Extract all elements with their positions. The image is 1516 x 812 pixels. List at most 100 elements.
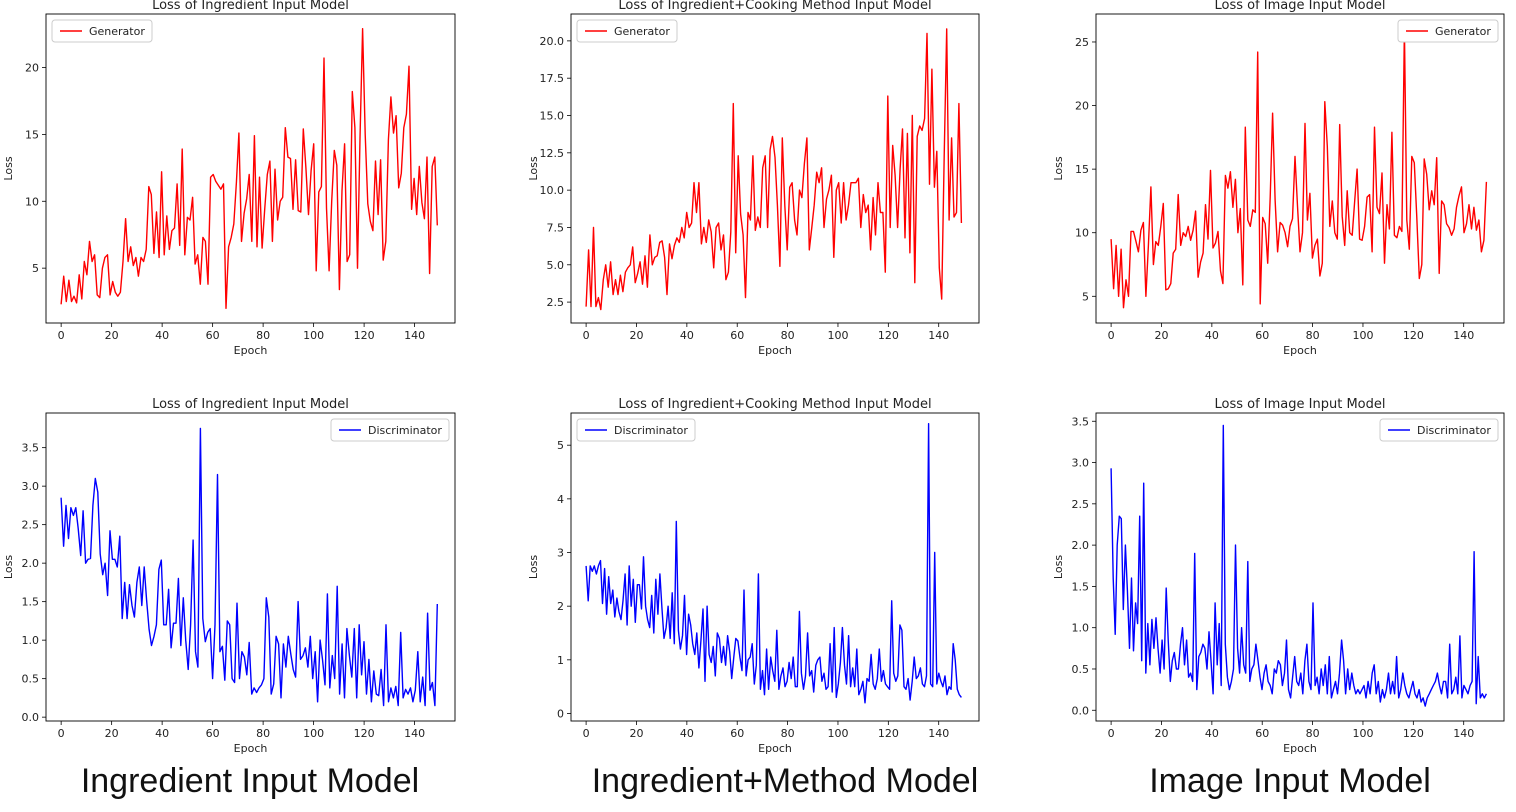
x-tick-label: 60	[730, 329, 744, 342]
x-tick-label: 0	[583, 329, 590, 342]
plot-frame	[570, 13, 980, 324]
y-tick-label: 2.0	[1072, 539, 1090, 552]
y-tick-label: 25	[1075, 36, 1089, 49]
y-tick-label: 1.5	[1072, 580, 1090, 593]
chart-4: Loss of Ingredient Input Model 0 20 40 60 80 1…	[2, 397, 456, 755]
x-tick-label: 40	[155, 727, 169, 740]
chart-title: Loss of Ingredient Input Model	[152, 0, 349, 13]
x-axis-label: Epoch	[234, 742, 268, 755]
chart-3: Loss of Image Input Model 0 20 40 60 80 100 120…	[1052, 0, 1505, 357]
y-axis-label: Loss	[1052, 156, 1065, 180]
legend-box	[1397, 19, 1499, 43]
x-tick-label: 60	[730, 727, 744, 740]
x-tick-label: 140	[1453, 727, 1474, 740]
y-tick-label: 2	[557, 600, 564, 613]
legend-label: Discriminator	[368, 424, 442, 437]
x-axis-label: Epoch	[758, 742, 792, 755]
x-tick-label: 120	[878, 329, 899, 342]
y-tick-label: 1.0	[22, 634, 40, 647]
series-line-generator	[585, 28, 963, 311]
y-tick-label: 3	[557, 547, 564, 560]
y-tick-label: 10.0	[540, 184, 565, 197]
x-tick-label: 20	[1154, 727, 1168, 740]
x-tick-label: 60	[206, 329, 220, 342]
y-tick-label: 2.5	[547, 296, 565, 309]
y-axis-label: Loss	[2, 555, 15, 579]
y-axis-label: Loss	[2, 156, 15, 180]
x-tick-label: 120	[878, 727, 899, 740]
chart-6: Loss of Image Input Model 0 20 40 60 80 100 120…	[1052, 397, 1505, 755]
series-line-generator	[1110, 27, 1488, 309]
x-tick-label: 100	[303, 329, 324, 342]
x-tick-label: 0	[58, 329, 65, 342]
plot-frame	[1095, 412, 1505, 722]
caption-ingredient-model: Ingredient Input Model	[80, 762, 420, 800]
legend-label: Discriminator	[614, 424, 688, 437]
chart-title: Loss of Image Input Model	[1215, 397, 1386, 412]
x-tick-label: 140	[1453, 329, 1474, 342]
caption-image-model: Image Input Model	[1149, 762, 1431, 800]
x-axis-label: Epoch	[758, 344, 792, 357]
x-tick-label: 140	[928, 329, 949, 342]
x-tick-label: 40	[155, 329, 169, 342]
y-tick-label: 7.5	[547, 221, 565, 234]
x-axis-label: Epoch	[1283, 742, 1317, 755]
x-tick-label: 0	[1108, 329, 1115, 342]
plot-frame	[45, 13, 456, 324]
y-tick-label: 3.0	[1072, 457, 1090, 470]
y-tick-label: 2.5	[22, 519, 40, 532]
legend-label: Generator	[1435, 25, 1491, 38]
x-tick-label: 20	[1154, 329, 1168, 342]
y-tick-label: 0.0	[22, 711, 40, 724]
chart-title: Loss of Ingredient+Cooking Method Input …	[618, 397, 931, 412]
y-tick-label: 1.0	[1072, 622, 1090, 635]
y-tick-label: 3.5	[1072, 415, 1090, 428]
y-tick-label: 2.0	[22, 557, 40, 570]
y-tick-label: 15.0	[540, 110, 565, 123]
x-tick-label: 120	[1403, 329, 1424, 342]
x-tick-label: 80	[781, 727, 795, 740]
x-tick-label: 120	[1403, 727, 1424, 740]
x-tick-label: 60	[1255, 727, 1269, 740]
y-tick-label: 0.0	[1072, 704, 1090, 717]
x-tick-label: 80	[1306, 727, 1320, 740]
y-tick-label: 5	[557, 439, 564, 452]
y-tick-label: 15	[1075, 163, 1089, 176]
y-tick-label: 0.5	[22, 673, 40, 686]
legend-box	[576, 418, 696, 442]
x-tick-label: 60	[1255, 329, 1269, 342]
plot-frame	[1095, 13, 1505, 324]
legend-label: Generator	[89, 25, 145, 38]
y-tick-label: 1	[557, 654, 564, 667]
y-tick-label: 10	[25, 195, 39, 208]
plot-frame	[45, 412, 456, 722]
series-line-discriminator	[60, 427, 438, 707]
y-tick-label: 20	[1075, 100, 1089, 113]
plot-frame	[570, 412, 980, 722]
legend-box	[1379, 418, 1499, 442]
x-tick-label: 140	[928, 727, 949, 740]
chart-title: Loss of Ingredient Input Model	[152, 397, 349, 412]
y-tick-label: 5.0	[547, 259, 565, 272]
x-tick-label: 20	[105, 329, 119, 342]
y-tick-label: 2.5	[1072, 498, 1090, 511]
y-tick-label: 4	[557, 493, 564, 506]
chart-title: Loss of Ingredient+Cooking Method Input …	[618, 0, 931, 13]
y-tick-label: 20	[25, 62, 39, 75]
x-axis-label: Epoch	[234, 344, 268, 357]
x-tick-label: 80	[256, 329, 270, 342]
y-tick-label: 0	[557, 707, 564, 720]
series-line-discriminator	[1110, 424, 1488, 707]
x-tick-label: 120	[354, 329, 375, 342]
x-tick-label: 60	[206, 727, 220, 740]
chart-5: Loss of Ingredient+Cooking Method Input …	[527, 397, 980, 755]
y-tick-label: 3.0	[22, 480, 40, 493]
series-line-discriminator	[585, 423, 962, 704]
y-axis-label: Loss	[527, 156, 540, 180]
x-tick-label: 100	[827, 329, 848, 342]
x-tick-label: 80	[1306, 329, 1320, 342]
chart-title: Loss of Image Input Model	[1215, 0, 1386, 13]
y-tick-label: 0.5	[1072, 663, 1090, 676]
x-tick-label: 100	[303, 727, 324, 740]
x-tick-label: 0	[58, 727, 65, 740]
